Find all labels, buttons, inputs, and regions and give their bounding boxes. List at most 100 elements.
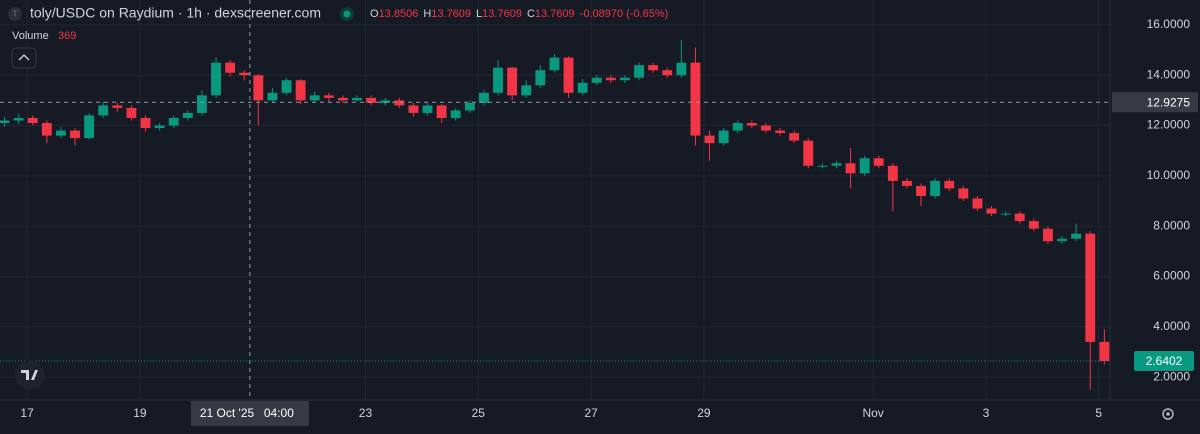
token-icon-letter: T (13, 10, 18, 19)
candle-body (972, 198, 983, 209)
ohlc-value: 13.8506 (379, 8, 419, 20)
candle-body (55, 130, 66, 136)
candle-body (1085, 233, 1096, 342)
y-tick-label: 2.0000 (1153, 369, 1190, 383)
candle-body (563, 57, 574, 93)
candle-body (112, 105, 123, 108)
candle-body (98, 105, 109, 116)
candle-body (1071, 233, 1082, 239)
tv-logo[interactable] (15, 360, 45, 390)
candle-body (662, 70, 673, 76)
candle-body (1000, 213, 1011, 215)
candle-body (507, 67, 518, 96)
last-price-box (1134, 351, 1194, 372)
y-tick-label: 12.0000 (1147, 118, 1191, 132)
candle-body (1014, 213, 1025, 222)
candle-body (902, 180, 912, 186)
candle-body (690, 62, 701, 136)
crosshair-price-box (1112, 92, 1198, 113)
x-tick-label: 5 (1095, 406, 1102, 420)
candle-body (84, 115, 95, 139)
y-tick-label: 14.0000 (1147, 67, 1191, 81)
last-price-label: 2.6402 (1146, 354, 1183, 368)
candle-body (239, 72, 250, 76)
candle-body (704, 135, 715, 144)
candle-body (352, 97, 362, 101)
x-tick-label: 19 (133, 406, 147, 420)
overlay (0, 0, 1110, 400)
candle-body (493, 67, 503, 93)
candle-body (676, 62, 687, 76)
candle-body (944, 180, 955, 189)
candle-body (591, 77, 602, 83)
candle-body (41, 123, 52, 136)
candle-body (577, 82, 588, 93)
ohlc-key: L (476, 8, 482, 20)
ohlc-key: O (370, 8, 379, 20)
candle-body (1043, 228, 1053, 242)
candle-body (225, 62, 236, 73)
x-tick-label: 29 (697, 406, 711, 420)
candle-body (182, 112, 193, 118)
candle-body (620, 77, 630, 81)
candle-body (450, 110, 461, 118)
candle-body (70, 130, 80, 139)
candle-body (422, 105, 433, 113)
y-tick-label: 16.0000 (1147, 17, 1191, 31)
candle-body (845, 163, 856, 174)
y-tick-label: 8.0000 (1153, 218, 1190, 232)
token-icon (8, 7, 22, 21)
candle-body (464, 102, 475, 111)
settings-icon-center (1166, 412, 1170, 416)
candle-body (873, 158, 884, 166)
ohlc-key: C (527, 8, 535, 20)
candle-body (1028, 221, 1039, 229)
candle-body (366, 97, 377, 103)
candle-body (281, 80, 292, 93)
candle-body (887, 165, 898, 181)
ohlc-value: 13.7609 (535, 8, 575, 20)
candle-body (196, 95, 207, 113)
candle-body (1057, 238, 1067, 242)
candle-body (775, 130, 785, 134)
candle-body (549, 57, 560, 71)
candle-body (295, 80, 306, 101)
crosshair-price-label: 12.9275 (1147, 95, 1191, 109)
candle-body (253, 75, 264, 101)
candle-body (13, 117, 24, 121)
candle-body (436, 105, 447, 118)
candle-body (986, 208, 997, 214)
candle-body (267, 92, 278, 101)
x-tick-label: 25 (472, 406, 486, 420)
candle-body (817, 165, 828, 167)
volume-value: 369 (58, 30, 76, 42)
candle-body (27, 117, 38, 124)
change: -0.08970 (-0.65%) (580, 8, 669, 20)
x-tick-label: 23 (359, 406, 373, 420)
collapse-button[interactable] (11, 47, 37, 69)
candle-body (761, 125, 771, 131)
crosshair-date-label: 21 Oct '25 (200, 406, 255, 420)
ohlc-value: 13.7609 (431, 8, 471, 20)
candle-body (380, 100, 391, 103)
x-tick-label: 17 (20, 406, 34, 420)
candle-body (521, 85, 532, 96)
candle-body (211, 62, 221, 96)
candle-body (958, 188, 969, 199)
settings-icon[interactable] (1162, 408, 1174, 420)
status-dot (343, 10, 351, 18)
candle-body (323, 95, 334, 98)
candles (0, 40, 1110, 390)
candle-body (930, 180, 941, 196)
ohlc-legend: O13.8506 H13.7609 L13.7609 C13.7609 -0.08970… (370, 8, 668, 20)
candle-body (634, 65, 644, 78)
candle-body (831, 163, 842, 166)
candle-body (746, 123, 757, 126)
x-tick-label: 27 (584, 406, 598, 420)
candle-body (394, 100, 405, 106)
tv-logo-mark (21, 370, 38, 380)
candle-body (718, 130, 729, 144)
candle-body (916, 185, 926, 196)
chart-title: toly/USDC on Raydium · 1h · dexscreener.… (30, 5, 321, 21)
x-tick-label: 3 (983, 406, 990, 420)
